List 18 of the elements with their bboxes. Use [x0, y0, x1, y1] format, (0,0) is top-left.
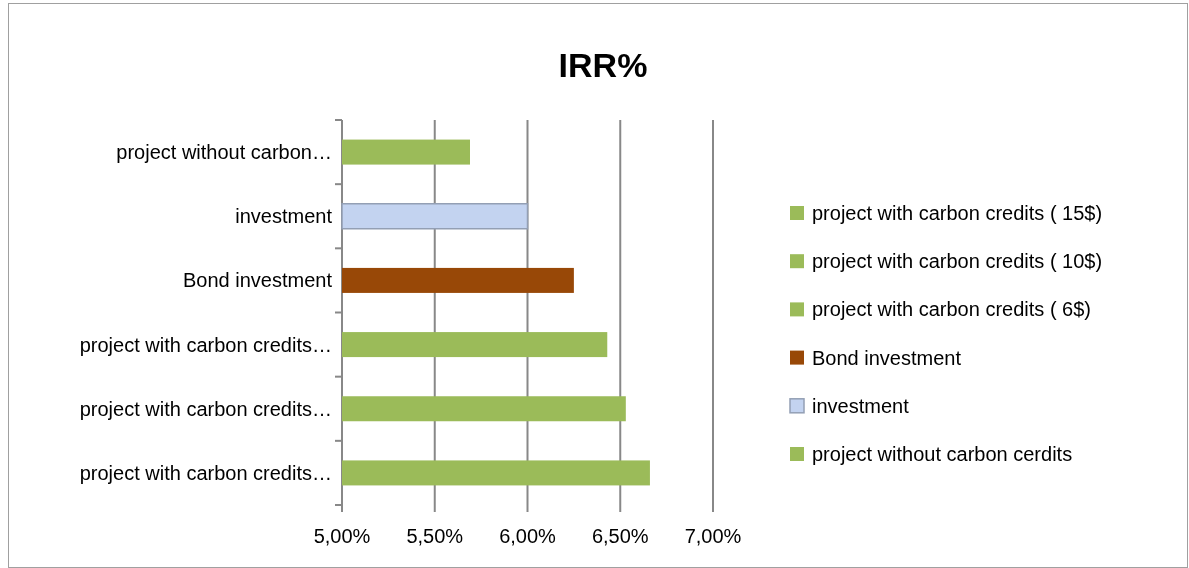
y-tick-label: project without carbon…	[116, 141, 332, 164]
y-tick-label: investment	[235, 205, 333, 228]
legend-label: project without carbon cerdits	[812, 443, 1073, 465]
legend-label: investment	[812, 394, 910, 417]
x-tick-label: 7,00%	[684, 525, 742, 547]
y-tick-label: project with carbon credits…	[79, 397, 332, 420]
y-tick-label: Bond investment	[183, 269, 333, 292]
chart-title: IRR%	[558, 46, 648, 84]
x-tick-label: 6,00%	[499, 525, 557, 547]
legend-label: project with carbon credits ( 10$)	[812, 250, 1103, 273]
y-tick-label: project with carbon credits…	[79, 333, 332, 356]
legend-label: project with carbon credits ( 15$)	[812, 202, 1103, 224]
x-tick-label: 5,00%	[313, 525, 371, 547]
legend-label: project with carbon credits ( 6$)	[812, 298, 1092, 321]
y-tick-label: project with carbon credits…	[79, 461, 332, 484]
legend-label: Bond investment	[812, 346, 962, 369]
x-tick-label: 5,50%	[406, 525, 464, 547]
x-tick-label: 6,50%	[591, 525, 649, 547]
